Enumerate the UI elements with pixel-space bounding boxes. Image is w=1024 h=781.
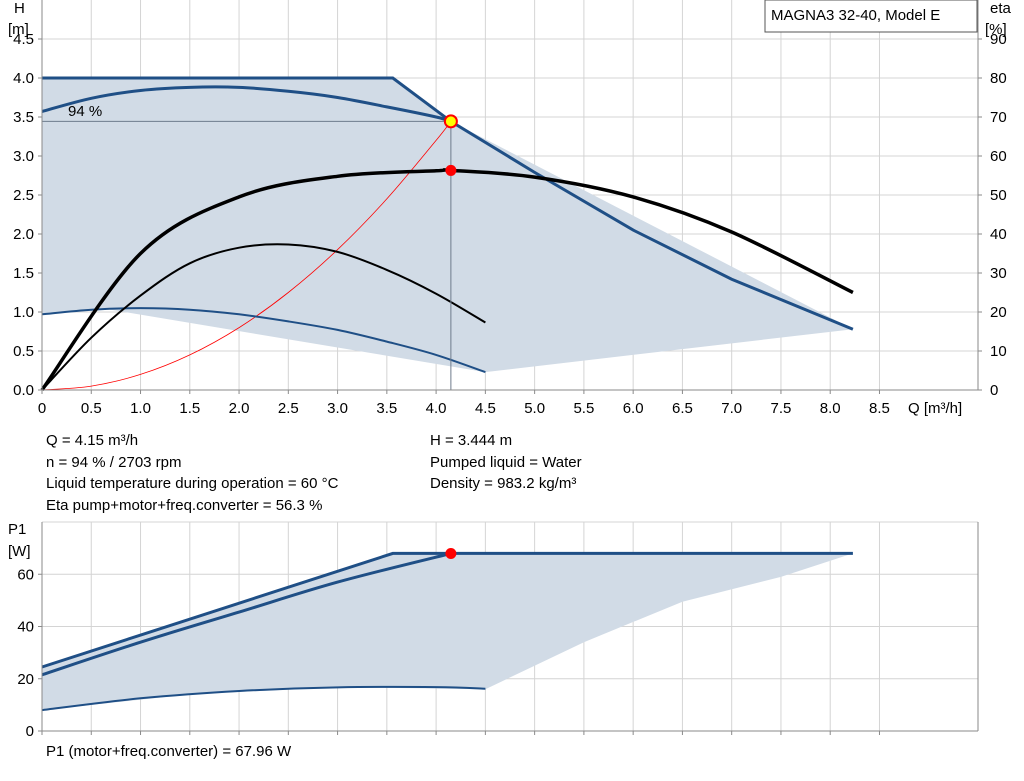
flow-tick-label: 8.0 [820,400,841,417]
eta-94-curve [40,168,854,392]
eta-tick-label: 20 [990,304,1007,321]
power-chart-axes [38,522,979,735]
info-efficiency: Eta pump+motor+freq.converter = 56.3 % [46,496,323,514]
power-tick-label: 60 [17,566,34,583]
head-axis-label: H [14,0,25,17]
head-tick-label: 4.5 [13,31,34,48]
eta-tick-label: 0 [990,382,998,399]
eta-axis-label: eta [990,0,1012,17]
flow-tick-label: 0.5 [81,400,102,417]
system-curve [41,121,452,391]
head-tick-label: 3.5 [13,109,34,126]
head-94-curve [41,85,452,123]
head-operating-region [42,78,853,373]
power-operating-region [42,553,853,711]
power-tick-label: 20 [17,671,34,688]
power-operating-region-fill [42,553,853,711]
info-liquid-temperature: Liquid temperature during operation = 60… [46,475,339,492]
head-tick-label: 0.0 [13,382,34,399]
flow-tick-label: 0 [38,400,46,417]
head-tick-label: 3.0 [13,148,34,165]
chart-title-box [764,0,978,33]
flow-tick-label: 1.5 [179,400,200,417]
power-chart-tick-labels: 0 20 40 60 [17,566,34,740]
operating-info-left: Q = 4.15 m³/h n = 94 % / 2703 rpm Liquid… [46,430,338,516]
flow-tick-label: 5.0 [524,400,545,417]
eta-tick-label: 10 [990,343,1007,360]
flow-tick-label: 3.0 [327,400,348,417]
power-94-curve [41,552,452,677]
eta-tick-label: 40 [990,226,1007,243]
operating-region-fill [42,78,853,373]
head-tick-label: 4.0 [13,70,34,87]
head-chart-curves [40,76,854,392]
flow-axis-label: Q [m³/h] [908,400,962,417]
chart-title: MAGNA3 32-40, Model E [771,7,940,24]
power-min-curve [41,685,486,712]
eta-tick-label: 50 [990,187,1007,204]
power-tick-label: 40 [17,619,34,636]
eta-tick-label: 80 [990,70,1007,87]
eta-axis-unit: [%] [985,21,1007,38]
head-max-curve [42,76,854,331]
power-tick-label: 0 [26,723,34,740]
flow-tick-label: 8.5 [869,400,890,417]
eta-min-curve [41,243,486,391]
eta-tick-label: 30 [990,265,1007,282]
flow-tick-label: 6.5 [672,400,693,417]
head-tick-label: 2.0 [13,226,34,243]
power-chart-curves [41,547,853,712]
info-pumped-liquid: Pumped liquid = Water [430,453,582,471]
eta-tick-label: 70 [990,109,1007,126]
head-tick-label: 1.5 [13,265,34,282]
info-density: Density = 983.2 kg/m³ [430,475,577,492]
info-flow: Q = 4.15 m³/h [46,432,139,449]
power-axis-unit: [W] [8,543,31,560]
eta-tick-label: 60 [990,148,1007,165]
head-tick-label: 2.5 [13,187,34,204]
flow-tick-label: 3.5 [376,400,397,417]
flow-tick-label: 4.0 [426,400,447,417]
operating-point-eta [445,164,457,176]
power-footer: P1 (motor+freq.converter) = 67.96 W [46,743,292,760]
head-tick-label: 0.5 [13,343,34,360]
head-min-curve [41,307,486,374]
power-max-curve [41,551,853,669]
flow-tick-label: 2.5 [278,400,299,417]
speed-curve-label: 94 % [68,103,102,120]
head-tick-label: 1.0 [13,304,34,321]
flow-tick-label: 7.5 [771,400,792,417]
flow-tick-label: 4.5 [475,400,496,417]
head-chart-tick-labels: 0 0.5 1.0 1.5 2.0 2.5 3.0 3.5 4.0 4.5 5.0 5.5 6.0 6.5… [13,31,1007,417]
operating-point-power [445,547,457,559]
flow-tick-label: 6.0 [623,400,644,417]
flow-tick-label: 5.5 [573,400,594,417]
flow-tick-label: 2.0 [229,400,250,417]
info-speed: n = 94 % / 2703 rpm [46,453,182,471]
power-axis-label: P1 [8,521,26,538]
flow-tick-label: 1.0 [130,400,151,417]
info-head: H = 3.444 m [430,432,513,449]
flow-tick-label: 7.0 [721,400,742,417]
operating-point-head [443,114,458,129]
head-axis-unit: [m] [8,21,29,38]
operating-info-right: H = 3.444 m Pumped liquid = Water Densit… [430,430,582,495]
eta-tick-label: 90 [990,31,1007,48]
head-chart-axes [38,0,982,394]
